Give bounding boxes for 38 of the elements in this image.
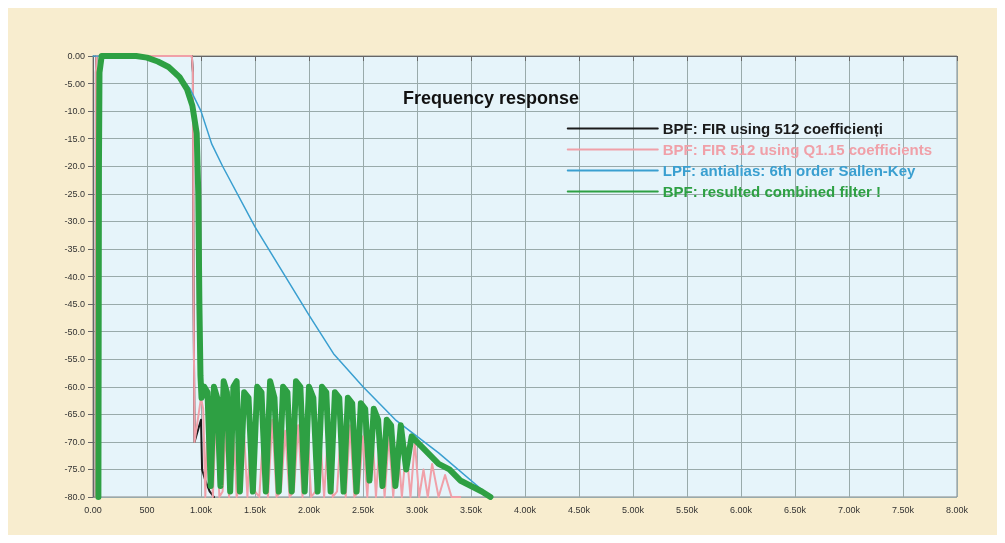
x-tick-label: 500 [139, 504, 155, 515]
x-tick-label: 3.50k [459, 504, 483, 515]
y-tick-label: 0.00 [67, 51, 85, 61]
y-tick-label: -15.0 [64, 133, 85, 144]
x-tick-label: 7.50k [891, 504, 915, 515]
y-tick-label: -80.0 [64, 492, 85, 502]
text: BPF: FIR using 512 coefficienți [662, 120, 883, 137]
x-tick-label: 2.50k [351, 504, 375, 515]
x-tick-label: 8.00k [945, 504, 969, 515]
y-tick-label: -20.0 [64, 161, 85, 172]
y-tick-label: -60.0 [64, 381, 85, 392]
x-tick-label: 4.50k [567, 504, 591, 515]
y-tick-label: -30.0 [64, 216, 85, 227]
x-tick-label: 1.50k [243, 504, 267, 515]
x-tick-label: 6.50k [783, 504, 807, 515]
text: Frequency response [403, 88, 580, 108]
y-tick-label: -70.0 [64, 436, 85, 447]
x-tick-label: 1.00k [189, 504, 213, 515]
x-tick-label: 2.00k [297, 504, 321, 515]
x-tick-label: 6.00k [729, 504, 753, 515]
y-tick-label: -75.0 [64, 464, 85, 475]
y-tick-label: -40.0 [64, 271, 85, 282]
x-tick-label: 4.00k [513, 504, 537, 515]
x-tick-label: 5.00k [621, 504, 645, 515]
y-tick-label: -10.0 [64, 106, 85, 117]
x-tick-label: 7.00k [837, 504, 861, 515]
y-tick-label: -50.0 [64, 326, 85, 337]
y-tick-label: -65.0 [64, 409, 85, 420]
x-tick-label: 3.00k [405, 504, 429, 515]
x-tick-label: 5.50k [675, 504, 699, 515]
y-tick-label: -45.0 [64, 299, 85, 310]
text: BPF: resulted combined filter ! [662, 183, 882, 200]
text: LPF: antialias: 6th order Sallen-Key [662, 162, 916, 179]
y-tick-label: -5.00 [64, 78, 85, 89]
y-tick-label: -35.0 [64, 243, 85, 254]
x-tick-label: 0.00 [84, 504, 102, 515]
y-tick-label: -55.0 [64, 354, 85, 365]
y-tick-label: -25.0 [64, 188, 85, 199]
